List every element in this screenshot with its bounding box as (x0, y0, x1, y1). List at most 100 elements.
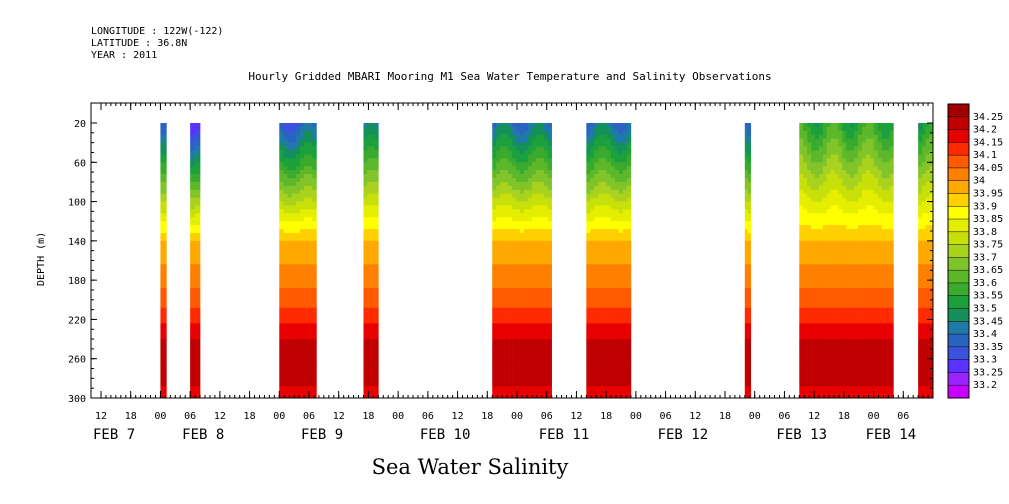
salinity-cell (531, 174, 537, 179)
salinity-cell (539, 362, 545, 367)
salinity-cell (889, 268, 894, 273)
salinity-cell (814, 256, 820, 261)
salinity-cell (846, 327, 851, 332)
salinity-cell (516, 201, 521, 206)
salinity-cell (885, 217, 890, 222)
salinity-cell (283, 370, 288, 375)
salinity-cell (626, 378, 632, 383)
salinity-cell (873, 370, 878, 375)
salinity-cell (614, 370, 620, 375)
salinity-cell (287, 303, 292, 308)
salinity-cell (606, 174, 611, 179)
salinity-cell (803, 233, 808, 238)
salinity-cell (598, 209, 603, 214)
salinity-cell (527, 256, 533, 261)
salinity-cell (873, 307, 878, 312)
salinity-cell (818, 229, 824, 234)
salinity-cell (869, 303, 875, 308)
salinity-cell (918, 240, 923, 246)
salinity-cell (921, 346, 926, 352)
salinity-cell (299, 362, 305, 367)
salinity-cell (877, 181, 882, 187)
salinity-cell (834, 205, 839, 210)
salinity-cell (190, 209, 196, 214)
salinity-cell (626, 201, 632, 206)
salinity-cell (590, 272, 595, 277)
salinity-cell (626, 154, 632, 159)
salinity-cell (304, 264, 309, 269)
salinity-cell (594, 197, 599, 202)
salinity-cell (590, 311, 595, 316)
salinity-cell (367, 170, 372, 175)
salinity-cell (865, 358, 871, 363)
salinity-cell (850, 366, 855, 371)
salinity-cell (873, 299, 878, 305)
salinity-cell (508, 386, 513, 391)
salinity-cell (602, 343, 607, 348)
salinity-cell (535, 311, 541, 316)
salinity-cell (918, 189, 923, 195)
salinity-cell (163, 390, 167, 395)
salinity-cell (869, 370, 875, 375)
salinity-cell (598, 142, 603, 147)
salinity-cell (492, 126, 497, 132)
salinity-cell (885, 291, 890, 297)
salinity-cell (598, 126, 603, 132)
salinity-cell (822, 193, 828, 198)
salinity-cell (291, 264, 297, 269)
salinity-cell (869, 236, 875, 242)
salinity-cell (527, 291, 533, 297)
salinity-cell (889, 370, 894, 375)
salinity-cell (865, 390, 871, 395)
salinity-cell (814, 181, 820, 187)
salinity-cell (598, 185, 603, 191)
salinity-cell (543, 323, 548, 328)
salinity-cell (531, 323, 537, 328)
salinity-cell (885, 378, 890, 383)
salinity-cell (308, 130, 313, 136)
salinity-cell (889, 130, 894, 136)
salinity-cell (283, 233, 288, 238)
salinity-cell (374, 370, 379, 375)
salinity-cell (814, 272, 820, 277)
salinity-cell (614, 339, 620, 344)
salinity-cell (865, 315, 871, 320)
salinity-cell (594, 374, 599, 379)
salinity-cell (618, 366, 624, 371)
salinity-cell (826, 205, 831, 210)
salinity-cell (598, 315, 603, 320)
salinity-cell (918, 331, 923, 336)
salinity-cell (618, 170, 624, 175)
salinity-cell (586, 386, 591, 391)
salinity-cell (858, 280, 863, 285)
salinity-cell (606, 229, 611, 234)
salinity-cell (622, 248, 628, 253)
salinity-cell (295, 362, 301, 367)
salinity-cell (807, 335, 812, 340)
salinity-cell (312, 272, 317, 277)
salinity-cell (925, 126, 930, 132)
salinity-cell (918, 150, 923, 155)
salinity-cell (195, 299, 201, 305)
salinity-cell (842, 323, 847, 328)
salinity-cell (279, 299, 284, 305)
salinity-cell (869, 350, 875, 356)
salinity-cell (586, 382, 591, 387)
salinity-cell (163, 295, 167, 301)
salinity-cell (858, 225, 863, 230)
salinity-cell (869, 390, 875, 395)
salinity-cell (881, 225, 886, 230)
salinity-cell (535, 236, 541, 242)
salinity-cell (299, 331, 305, 336)
salinity-cell (543, 370, 548, 375)
salinity-cell (889, 291, 894, 297)
salinity-cell (744, 213, 749, 218)
salinity-cell (512, 256, 517, 261)
salinity-cell (862, 130, 867, 136)
salinity-cell (811, 366, 816, 371)
longitude-label: LONGITUDE : 122W(-122) (91, 26, 224, 37)
salinity-cell (598, 307, 603, 312)
salinity-cell (547, 213, 552, 218)
salinity-cell (881, 362, 886, 367)
salinity-cell (811, 315, 816, 320)
